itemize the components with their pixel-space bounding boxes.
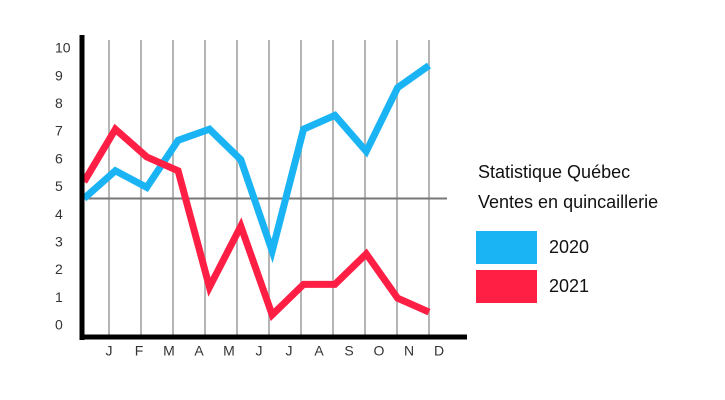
line-series <box>81 62 432 264</box>
chart-subtitle: Ventes en quincaillerie <box>478 192 658 212</box>
x-tick-label: A <box>194 343 204 359</box>
y-tick-label: 7 <box>55 123 63 139</box>
y-tick-label: 5 <box>55 178 63 194</box>
x-tick-label: O <box>374 343 385 359</box>
x-tick-label: F <box>135 343 144 359</box>
y-tick-label: 9 <box>55 67 63 83</box>
legend-label: 2020 <box>549 237 589 257</box>
y-tick-label: 8 <box>55 95 63 111</box>
x-tick-label: A <box>314 343 324 359</box>
y-tick-label: 2 <box>55 261 63 277</box>
x-tick-label: J <box>256 343 263 359</box>
x-tick-label: N <box>404 343 414 359</box>
x-tick-label: M <box>223 343 235 359</box>
chart-title: Statistique Québec <box>478 162 630 182</box>
legend-swatch <box>476 270 537 303</box>
y-tick-label: 6 <box>55 150 63 166</box>
y-tick-label: 4 <box>55 206 63 222</box>
x-tick-label: S <box>344 343 353 359</box>
legend-label: 2021 <box>549 276 589 296</box>
y-tick-label: 10 <box>55 40 71 56</box>
line-series <box>80 123 431 322</box>
legend-swatch <box>476 231 537 264</box>
y-tick-label: 3 <box>55 234 63 250</box>
y-tick-label: 1 <box>55 289 63 305</box>
x-tick-label: J <box>106 343 113 359</box>
x-tick-label: J <box>286 343 293 359</box>
x-tick-label: D <box>434 343 444 359</box>
y-tick-label: 0 <box>55 317 63 333</box>
x-tick-label: M <box>163 343 175 359</box>
